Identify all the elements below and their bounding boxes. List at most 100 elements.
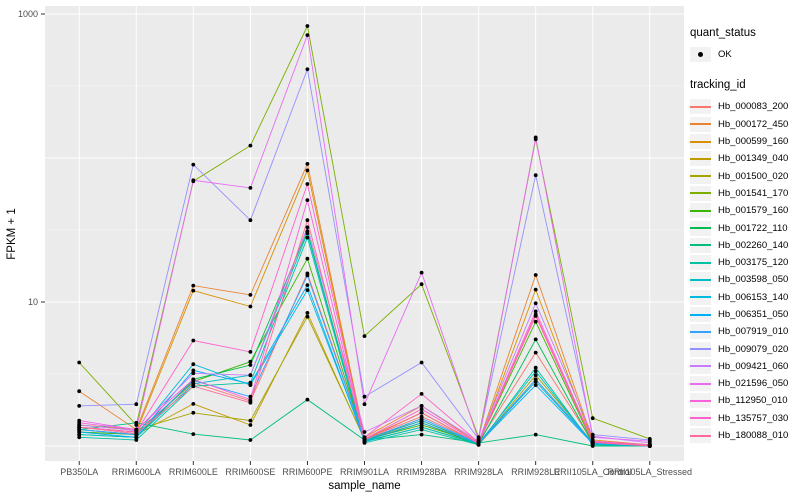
data-point	[419, 392, 424, 396]
legend-key-swatch	[690, 393, 711, 409]
data-point	[419, 407, 424, 412]
legend-item-label: Hb_180088_010	[718, 430, 789, 442]
data-point	[419, 432, 424, 437]
legend-item-label: Hb_021596_050	[718, 378, 789, 390]
data-point	[533, 383, 538, 387]
data-point	[191, 371, 196, 376]
data-point	[191, 432, 196, 436]
legend: quant_status OK tracking_id Hb_000083_20…	[690, 27, 800, 444]
data-point	[248, 397, 253, 402]
data-point	[248, 350, 253, 354]
data-point	[305, 24, 310, 28]
data-point	[248, 418, 253, 423]
data-point	[362, 334, 367, 338]
data-point	[134, 438, 139, 442]
legend-item-label: Hb_007919_010	[718, 326, 789, 338]
legend-key-line-icon	[690, 244, 711, 247]
legend-item-Hb_009079_020: Hb_009079_020	[690, 340, 800, 357]
legend-key-swatch	[690, 203, 711, 219]
legend-key-line-icon	[690, 140, 711, 143]
legend-item-label: Hb_001349_040	[718, 153, 789, 165]
data-point	[77, 425, 82, 430]
data-point	[305, 182, 310, 186]
legend-item-Hb_002260_140: Hb_002260_140	[690, 237, 800, 254]
data-point	[77, 389, 82, 394]
legend-item-Hb_006351_050: Hb_006351_050	[690, 306, 800, 323]
legend-item-label: Hb_003175_120	[718, 257, 789, 269]
data-point	[533, 273, 538, 277]
legend-item-Hb_180088_010: Hb_180088_010	[690, 427, 800, 444]
legend-item-Hb_021596_050: Hb_021596_050	[690, 375, 800, 392]
data-point	[419, 270, 424, 275]
data-point	[419, 420, 424, 425]
x-tick-label: RRIM600SE	[225, 467, 275, 477]
legend-key-swatch	[690, 116, 711, 132]
legend-item-label: Hb_002260_140	[718, 239, 789, 251]
data-point	[77, 360, 82, 365]
legend-item-Hb_135757_030: Hb_135757_030	[690, 410, 800, 427]
data-point	[533, 432, 538, 437]
x-tick-label: RRIM928LA	[454, 467, 503, 477]
data-point	[77, 404, 82, 408]
data-point	[191, 162, 196, 167]
legend-item-Hb_001500_020: Hb_001500_020	[690, 167, 800, 184]
data-point	[533, 350, 538, 355]
legend-key-swatch	[690, 272, 711, 288]
data-point	[419, 282, 424, 287]
data-point	[533, 309, 538, 314]
data-point	[248, 293, 253, 297]
data-point	[305, 33, 310, 37]
data-point	[191, 384, 196, 389]
legend-key-line-icon	[690, 123, 711, 126]
data-point	[533, 173, 538, 178]
x-tick-label: RRIM928LE	[511, 467, 560, 477]
data-point	[647, 444, 652, 448]
legend-item-Hb_009421_060: Hb_009421_060	[690, 358, 800, 375]
legend-item-Hb_003598_050: Hb_003598_050	[690, 271, 800, 288]
x-tick-label: RRII105LA_Stressed	[607, 467, 692, 477]
data-point	[533, 337, 538, 342]
legend-key-line-icon	[690, 399, 711, 402]
x-tick-label: RRIM928BA	[397, 467, 447, 477]
legend-key-swatch	[690, 289, 711, 305]
legend-key-line-icon	[690, 105, 711, 108]
legend-item-label: Hb_006351_050	[718, 309, 789, 320]
legend-key-line-icon	[690, 192, 711, 195]
legend-key-swatch	[690, 358, 711, 374]
data-point	[305, 231, 310, 236]
data-point	[305, 283, 310, 287]
legend-item-Hb_112950_010: Hb_112950_010	[690, 392, 800, 409]
legend-item-label: Hb_000172_450	[718, 118, 789, 130]
legend-item-Hb_000599_160: Hb_000599_160	[690, 133, 800, 150]
data-point	[134, 435, 139, 440]
data-point	[305, 256, 310, 261]
legend-tracking-id-items: Hb_000083_200 Hb_000172_450 Hb_000599_160 H…	[690, 98, 800, 444]
data-point	[533, 319, 538, 324]
legend-key-line-icon	[690, 348, 711, 351]
legend-item-label: Hb_003598_050	[718, 274, 789, 286]
data-point	[77, 432, 82, 437]
legend-key-swatch	[690, 307, 711, 322]
data-point	[476, 441, 481, 446]
data-point	[248, 382, 253, 386]
data-point	[362, 430, 367, 434]
legend-key-swatch	[690, 99, 711, 115]
legend-key-swatch	[690, 324, 711, 340]
data-point	[191, 283, 196, 288]
x-tick-label: RRIM600PE	[282, 467, 332, 477]
y-tick-label: 10	[28, 297, 38, 307]
data-point	[191, 377, 196, 382]
data-point	[191, 178, 196, 183]
x-tick-label: RRIM600LE	[169, 467, 218, 477]
data-point	[362, 438, 367, 442]
data-point	[77, 420, 82, 425]
data-point	[305, 288, 310, 292]
legend-key-line-icon	[690, 227, 711, 230]
legend-key-swatch	[690, 255, 711, 271]
legend-tracking-id-section: tracking_id Hb_000083_200 Hb_000172_450 Hb…	[690, 79, 800, 444]
data-point	[248, 423, 253, 427]
legend-item-Hb_003175_120: Hb_003175_120	[690, 254, 800, 271]
legend-item-label: Hb_001541_170	[718, 187, 789, 199]
legend-item-Hb_001722_110: Hb_001722_110	[690, 219, 800, 236]
